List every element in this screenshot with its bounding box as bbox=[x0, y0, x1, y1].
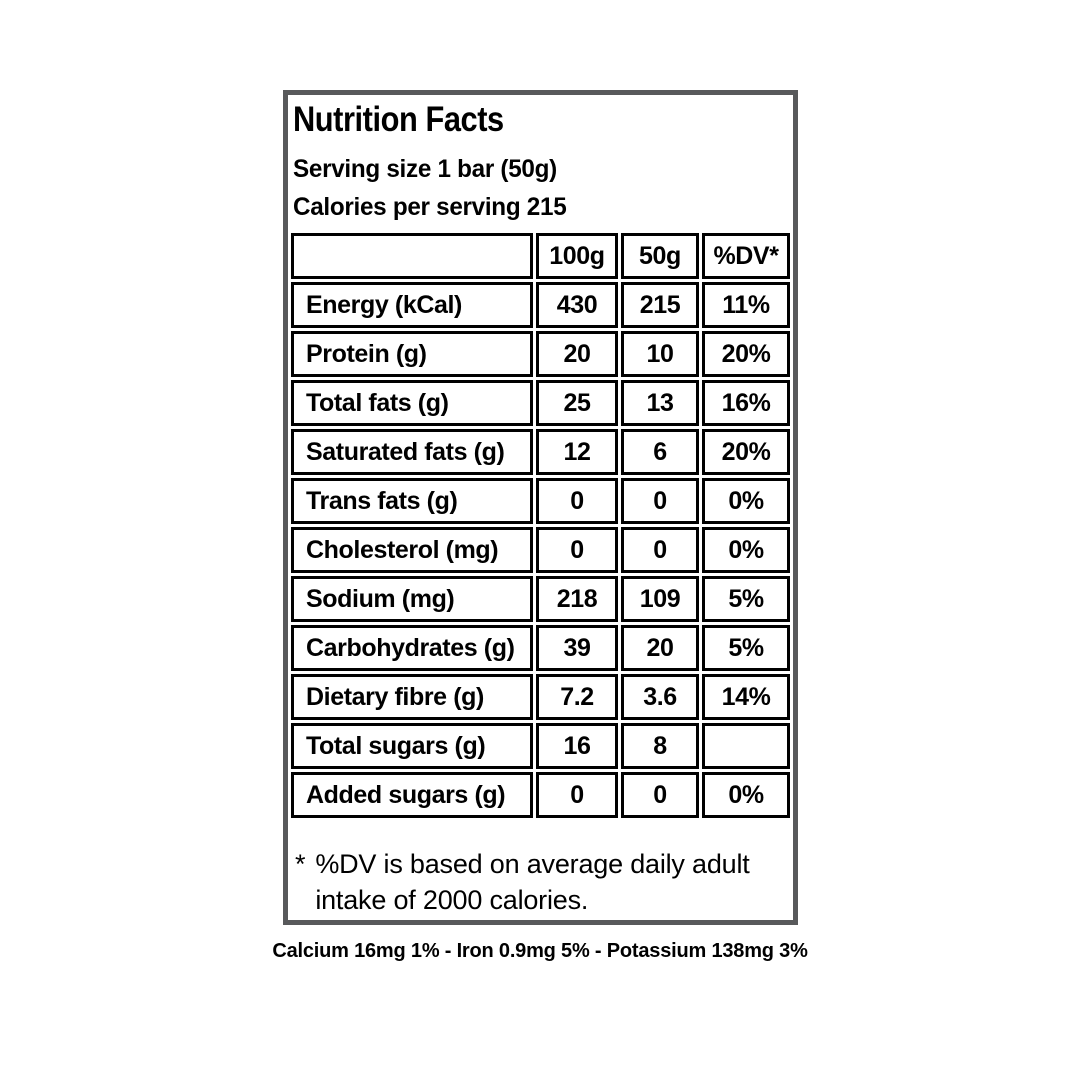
value-per-100g: 218 bbox=[536, 576, 618, 622]
value-dv: 20% bbox=[702, 429, 790, 475]
value-dv: 5% bbox=[702, 625, 790, 671]
calories-per-serving-line: Calories per serving 215 bbox=[293, 193, 567, 221]
table-row-sodium: Sodium (mg) 218 109 5% bbox=[291, 576, 790, 622]
value-per-50g: 109 bbox=[621, 576, 699, 622]
footnote-asterisk: * bbox=[295, 849, 306, 879]
header-dv-cell: %DV* bbox=[702, 233, 790, 279]
table-row-carbohydrates: Carbohydrates (g) 39 20 5% bbox=[291, 625, 790, 671]
row-label: Saturated fats (g) bbox=[291, 429, 533, 475]
value-dv: 0% bbox=[702, 527, 790, 573]
value-per-50g: 6 bbox=[621, 429, 699, 475]
footnote-text: %DV is based on average daily adult intak… bbox=[315, 846, 749, 918]
value-dv bbox=[702, 723, 790, 769]
table-row-energy: Energy (kCal) 430 215 11% bbox=[291, 282, 790, 328]
value-per-100g: 7.2 bbox=[536, 674, 618, 720]
row-label: Dietary fibre (g) bbox=[291, 674, 533, 720]
nutrition-label-box: Nutrition Facts Serving size 1 bar (50g)… bbox=[283, 90, 798, 925]
nutrition-facts-title: Nutrition Facts bbox=[293, 100, 504, 139]
dv-footnote: * %DV is based on average daily adult int… bbox=[295, 846, 750, 918]
table-row-trans-fats: Trans fats (g) 0 0 0% bbox=[291, 478, 790, 524]
value-per-50g: 8 bbox=[621, 723, 699, 769]
value-per-100g: 20 bbox=[536, 331, 618, 377]
footnote-line1: %DV is based on average daily adult bbox=[315, 849, 750, 879]
value-dv: 20% bbox=[702, 331, 790, 377]
value-per-50g: 0 bbox=[621, 527, 699, 573]
row-label: Sodium (mg) bbox=[291, 576, 533, 622]
table-row-added-sugars: Added sugars (g) 0 0 0% bbox=[291, 772, 790, 818]
value-per-50g: 3.6 bbox=[621, 674, 699, 720]
table-header-row: 100g 50g %DV* bbox=[291, 233, 790, 279]
row-label: Total sugars (g) bbox=[291, 723, 533, 769]
row-label: Trans fats (g) bbox=[291, 478, 533, 524]
footnote-line2: intake of 2000 calories. bbox=[315, 885, 589, 915]
table-row-total-sugars: Total sugars (g) 16 8 bbox=[291, 723, 790, 769]
nutrition-table: 100g 50g %DV* Energy (kCal) 430 215 11% … bbox=[288, 230, 793, 821]
value-dv: 16% bbox=[702, 380, 790, 426]
table-row-cholesterol: Cholesterol (mg) 0 0 0% bbox=[291, 527, 790, 573]
value-per-50g: 13 bbox=[621, 380, 699, 426]
value-per-50g: 0 bbox=[621, 772, 699, 818]
table-row-total-fats: Total fats (g) 25 13 16% bbox=[291, 380, 790, 426]
value-dv: 14% bbox=[702, 674, 790, 720]
value-per-100g: 16 bbox=[536, 723, 618, 769]
value-per-100g: 0 bbox=[536, 772, 618, 818]
row-label: Added sugars (g) bbox=[291, 772, 533, 818]
value-per-50g: 0 bbox=[621, 478, 699, 524]
row-label: Cholesterol (mg) bbox=[291, 527, 533, 573]
value-dv: 0% bbox=[702, 772, 790, 818]
value-dv: 5% bbox=[702, 576, 790, 622]
value-per-50g: 215 bbox=[621, 282, 699, 328]
table-row-saturated-fats: Saturated fats (g) 12 6 20% bbox=[291, 429, 790, 475]
header-50g-cell: 50g bbox=[621, 233, 699, 279]
row-label: Total fats (g) bbox=[291, 380, 533, 426]
serving-size-line: Serving size 1 bar (50g) bbox=[293, 155, 557, 183]
value-per-100g: 430 bbox=[536, 282, 618, 328]
table-row-protein: Protein (g) 20 10 20% bbox=[291, 331, 790, 377]
value-per-100g: 25 bbox=[536, 380, 618, 426]
value-per-50g: 20 bbox=[621, 625, 699, 671]
value-per-100g: 0 bbox=[536, 527, 618, 573]
row-label: Protein (g) bbox=[291, 331, 533, 377]
header-100g-cell: 100g bbox=[536, 233, 618, 279]
minerals-summary-line: Calcium 16mg 1% - Iron 0.9mg 5% - Potass… bbox=[272, 940, 808, 962]
value-per-100g: 0 bbox=[536, 478, 618, 524]
value-dv: 0% bbox=[702, 478, 790, 524]
value-per-50g: 10 bbox=[621, 331, 699, 377]
value-per-100g: 12 bbox=[536, 429, 618, 475]
value-per-100g: 39 bbox=[536, 625, 618, 671]
table-row-dietary-fibre: Dietary fibre (g) 7.2 3.6 14% bbox=[291, 674, 790, 720]
row-label: Carbohydrates (g) bbox=[291, 625, 533, 671]
header-blank-cell bbox=[291, 233, 533, 279]
row-label: Energy (kCal) bbox=[291, 282, 533, 328]
value-dv: 11% bbox=[702, 282, 790, 328]
